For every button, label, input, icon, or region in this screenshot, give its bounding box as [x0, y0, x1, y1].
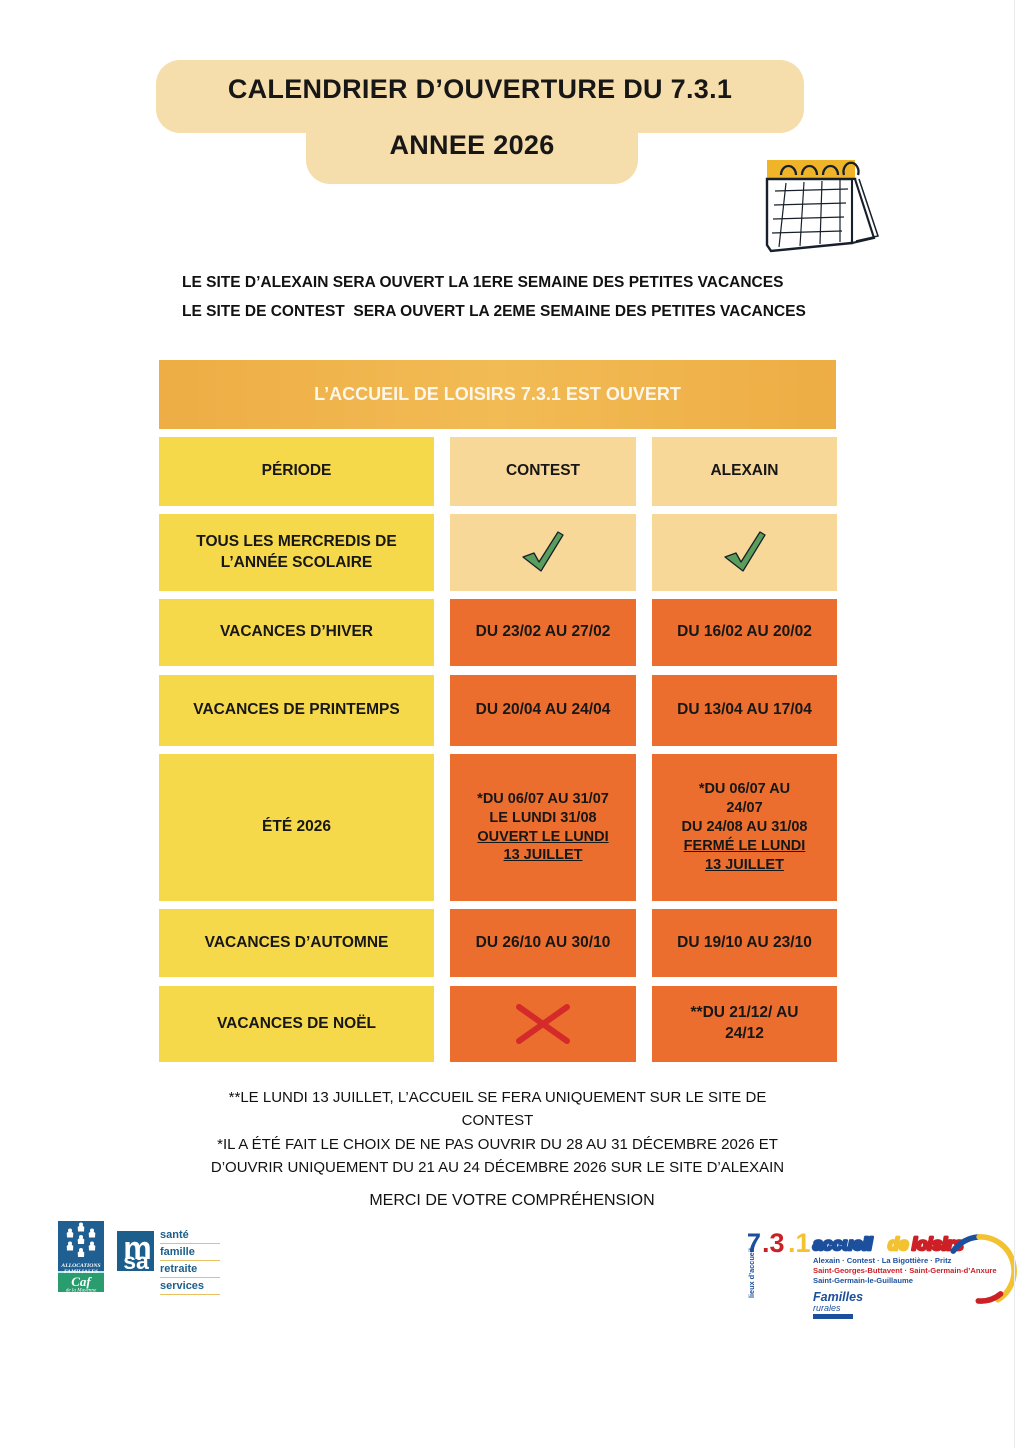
svg-text:de la Mayenne: de la Mayenne	[66, 1288, 97, 1293]
svg-text:accueil: accueil	[813, 1234, 873, 1254]
svg-text:de: de	[888, 1234, 909, 1254]
svg-text:sa: sa	[123, 1248, 149, 1271]
svg-text:Saint-Georges-Buttavent · Sain: Saint-Georges-Buttavent · Saint-Germain-…	[813, 1266, 997, 1275]
svg-text:Saint-Germain-le-Guillaume: Saint-Germain-le-Guillaume	[813, 1276, 913, 1285]
svg-text:lieux d’accueil: lieux d’accueil	[748, 1248, 756, 1298]
svg-text:rurales: rurales	[813, 1303, 841, 1313]
svg-text:Alexain · Contest · La Bigotti: Alexain · Contest · La Bigottière · Prit…	[813, 1256, 952, 1265]
svg-text:.1: .1	[788, 1228, 811, 1258]
svg-text:Familles: Familles	[813, 1290, 863, 1304]
svg-text:.3: .3	[762, 1228, 785, 1258]
